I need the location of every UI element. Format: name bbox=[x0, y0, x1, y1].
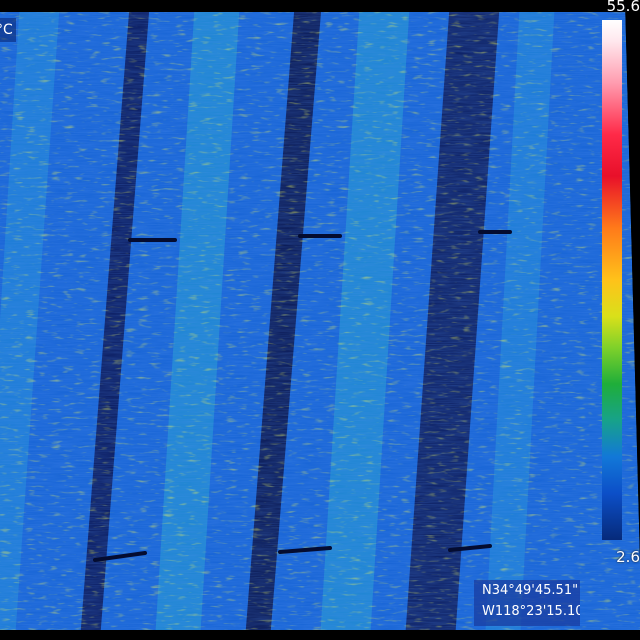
gps-latitude: N34°49'45.51" bbox=[482, 583, 579, 598]
gps-longitude: W118°23'15.10 bbox=[482, 604, 580, 619]
temperature-unit-label: °C bbox=[0, 18, 16, 42]
gps-coordinates: N34°49'45.51" W118°23'15.10 bbox=[474, 580, 580, 626]
temperature-color-scale bbox=[602, 20, 622, 540]
scale-min-label: 2.6 bbox=[616, 548, 640, 566]
scale-max-label: 55.6 bbox=[606, 0, 640, 15]
